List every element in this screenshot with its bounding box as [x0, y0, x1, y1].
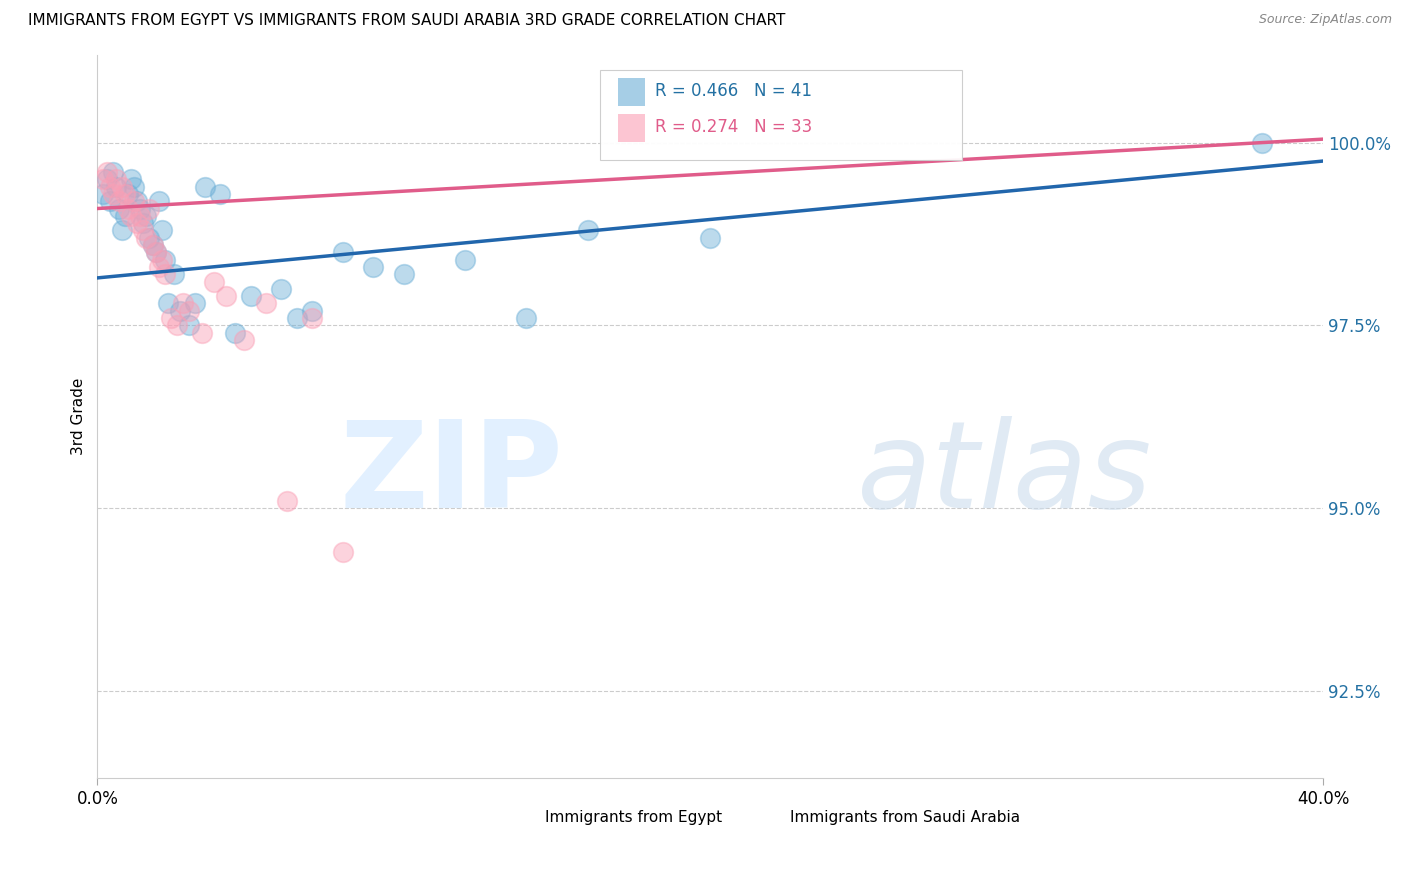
Point — [96, 165, 118, 179]
Point — [120, 209, 142, 223]
Point — [138, 231, 160, 245]
Point — [361, 260, 384, 274]
Point — [163, 267, 186, 281]
Point — [184, 296, 207, 310]
Point — [208, 186, 231, 201]
Text: R = 0.274   N = 33: R = 0.274 N = 33 — [655, 119, 813, 136]
Point — [179, 318, 201, 333]
Point — [138, 202, 160, 216]
Point — [145, 245, 167, 260]
Point — [515, 311, 537, 326]
Point — [156, 296, 179, 310]
Point — [132, 223, 155, 237]
Text: Source: ZipAtlas.com: Source: ZipAtlas.com — [1258, 13, 1392, 27]
FancyBboxPatch shape — [465, 800, 492, 828]
Point — [153, 252, 176, 267]
Point — [135, 209, 157, 223]
FancyBboxPatch shape — [600, 70, 962, 160]
FancyBboxPatch shape — [619, 78, 645, 106]
Text: R = 0.466   N = 41: R = 0.466 N = 41 — [655, 82, 813, 100]
Point — [332, 245, 354, 260]
Point — [98, 179, 121, 194]
Point — [111, 223, 134, 237]
Point — [93, 186, 115, 201]
Point — [117, 186, 139, 201]
Point — [166, 318, 188, 333]
Point — [454, 252, 477, 267]
Point — [276, 493, 298, 508]
Point — [160, 311, 183, 326]
Point — [114, 186, 136, 201]
Point — [576, 223, 599, 237]
Point — [148, 194, 170, 209]
Point — [285, 311, 308, 326]
Point — [132, 216, 155, 230]
Point — [301, 311, 323, 326]
Point — [141, 238, 163, 252]
FancyBboxPatch shape — [710, 800, 737, 828]
Point — [122, 179, 145, 194]
Point — [111, 179, 134, 194]
Point — [179, 303, 201, 318]
Point — [101, 165, 124, 179]
FancyBboxPatch shape — [619, 114, 645, 142]
Point — [107, 194, 129, 209]
Text: atlas: atlas — [858, 416, 1153, 533]
Text: ZIP: ZIP — [339, 416, 564, 533]
Point — [153, 267, 176, 281]
Point — [169, 303, 191, 318]
Y-axis label: 3rd Grade: 3rd Grade — [72, 378, 86, 455]
Text: IMMIGRANTS FROM EGYPT VS IMMIGRANTS FROM SAUDI ARABIA 3RD GRADE CORRELATION CHAR: IMMIGRANTS FROM EGYPT VS IMMIGRANTS FROM… — [28, 13, 786, 29]
Point — [148, 260, 170, 274]
Point — [101, 186, 124, 201]
Point — [332, 545, 354, 559]
Point — [98, 194, 121, 209]
Point — [190, 326, 212, 340]
Point — [127, 216, 149, 230]
Text: Immigrants from Egypt: Immigrants from Egypt — [544, 811, 721, 825]
Point — [93, 172, 115, 186]
Point — [270, 282, 292, 296]
Point — [150, 252, 173, 267]
Point — [117, 202, 139, 216]
Point — [215, 289, 238, 303]
Point — [135, 231, 157, 245]
Point — [127, 194, 149, 209]
Point — [150, 223, 173, 237]
Point — [699, 231, 721, 245]
Text: Immigrants from Saudi Arabia: Immigrants from Saudi Arabia — [790, 811, 1019, 825]
Point — [1250, 136, 1272, 150]
Point — [104, 172, 127, 186]
Point — [114, 209, 136, 223]
Point — [120, 172, 142, 186]
Point — [96, 172, 118, 186]
Point — [194, 179, 217, 194]
Point — [202, 275, 225, 289]
Point — [129, 209, 152, 223]
Point — [104, 179, 127, 194]
Point — [172, 296, 194, 310]
Point — [224, 326, 246, 340]
Point — [392, 267, 415, 281]
Point — [301, 303, 323, 318]
Point — [145, 245, 167, 260]
Point — [141, 238, 163, 252]
Point — [239, 289, 262, 303]
Point — [122, 194, 145, 209]
Point — [233, 333, 256, 347]
Point — [107, 202, 129, 216]
Point — [254, 296, 277, 310]
Point — [129, 202, 152, 216]
